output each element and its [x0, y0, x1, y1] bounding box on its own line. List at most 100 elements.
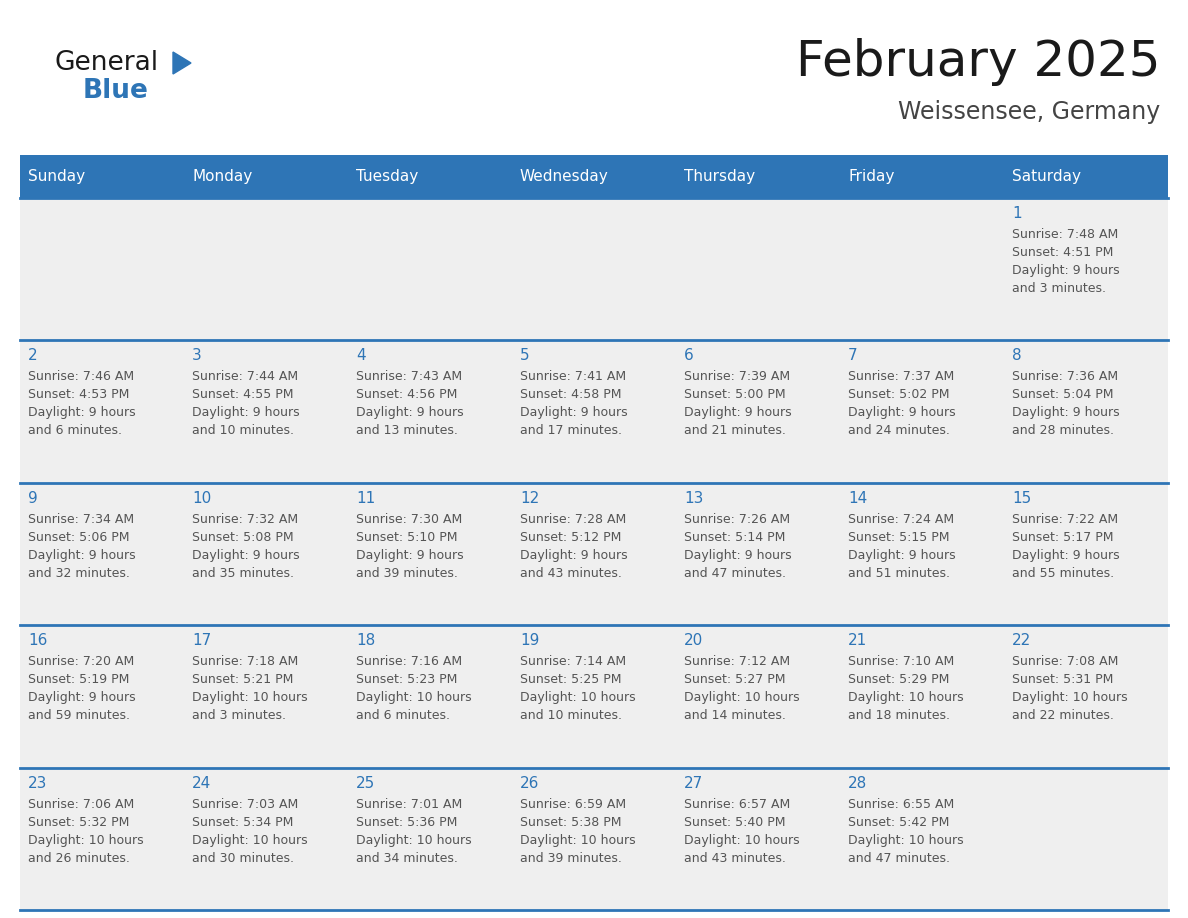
Text: Sunrise: 7:39 AM: Sunrise: 7:39 AM	[684, 370, 790, 384]
Text: 28: 28	[848, 776, 867, 790]
Text: Daylight: 10 hours: Daylight: 10 hours	[520, 691, 636, 704]
Text: 18: 18	[356, 633, 375, 648]
Text: 19: 19	[520, 633, 539, 648]
Text: and 13 minutes.: and 13 minutes.	[356, 424, 457, 437]
Text: Daylight: 9 hours: Daylight: 9 hours	[520, 549, 627, 562]
Text: Sunrise: 7:28 AM: Sunrise: 7:28 AM	[520, 513, 626, 526]
Text: 21: 21	[848, 633, 867, 648]
Text: Sunset: 5:27 PM: Sunset: 5:27 PM	[684, 673, 785, 686]
Text: Sunset: 5:04 PM: Sunset: 5:04 PM	[1012, 388, 1113, 401]
Text: 24: 24	[192, 776, 211, 790]
Text: Daylight: 10 hours: Daylight: 10 hours	[192, 691, 308, 704]
Text: Sunset: 5:21 PM: Sunset: 5:21 PM	[192, 673, 293, 686]
Text: Sunset: 5:12 PM: Sunset: 5:12 PM	[520, 531, 621, 543]
Text: and 3 minutes.: and 3 minutes.	[1012, 282, 1106, 295]
Text: Sunset: 5:00 PM: Sunset: 5:00 PM	[684, 388, 785, 401]
Text: Sunset: 5:40 PM: Sunset: 5:40 PM	[684, 815, 785, 829]
Text: Sunset: 5:08 PM: Sunset: 5:08 PM	[192, 531, 293, 543]
Text: and 30 minutes.: and 30 minutes.	[192, 852, 293, 865]
Text: and 51 minutes.: and 51 minutes.	[848, 566, 950, 580]
Text: and 24 minutes.: and 24 minutes.	[848, 424, 950, 437]
Text: and 43 minutes.: and 43 minutes.	[684, 852, 786, 865]
Text: 16: 16	[29, 633, 48, 648]
Text: Daylight: 10 hours: Daylight: 10 hours	[848, 834, 963, 846]
Bar	[20, 155, 1168, 198]
Text: Sunrise: 7:06 AM: Sunrise: 7:06 AM	[29, 798, 134, 811]
Bar	[20, 625, 1168, 767]
Text: and 10 minutes.: and 10 minutes.	[520, 710, 623, 722]
Text: Daylight: 10 hours: Daylight: 10 hours	[356, 834, 472, 846]
Text: Sunset: 5:14 PM: Sunset: 5:14 PM	[684, 531, 785, 543]
Text: General: General	[55, 50, 159, 76]
Bar	[20, 198, 1168, 341]
Text: Daylight: 10 hours: Daylight: 10 hours	[684, 691, 800, 704]
Text: and 6 minutes.: and 6 minutes.	[356, 710, 450, 722]
Text: 13: 13	[684, 491, 703, 506]
Text: Sunset: 5:34 PM: Sunset: 5:34 PM	[192, 815, 293, 829]
Text: Sunset: 5:02 PM: Sunset: 5:02 PM	[848, 388, 949, 401]
Text: Sunrise: 7:41 AM: Sunrise: 7:41 AM	[520, 370, 626, 384]
Bar	[20, 341, 1168, 483]
Text: Daylight: 9 hours: Daylight: 9 hours	[356, 549, 463, 562]
Text: 26: 26	[520, 776, 539, 790]
Text: 20: 20	[684, 633, 703, 648]
Text: Sunrise: 7:22 AM: Sunrise: 7:22 AM	[1012, 513, 1118, 526]
Text: Daylight: 9 hours: Daylight: 9 hours	[29, 691, 135, 704]
Text: 6: 6	[684, 349, 694, 364]
Text: 14: 14	[848, 491, 867, 506]
Text: Sunrise: 7:37 AM: Sunrise: 7:37 AM	[848, 370, 954, 384]
Text: and 18 minutes.: and 18 minutes.	[848, 710, 950, 722]
Text: Daylight: 10 hours: Daylight: 10 hours	[520, 834, 636, 846]
Text: Tuesday: Tuesday	[356, 169, 418, 184]
Bar	[20, 483, 1168, 625]
Text: 8: 8	[1012, 349, 1022, 364]
Text: and 22 minutes.: and 22 minutes.	[1012, 710, 1114, 722]
Text: Daylight: 9 hours: Daylight: 9 hours	[29, 407, 135, 420]
Text: Daylight: 9 hours: Daylight: 9 hours	[848, 549, 955, 562]
Text: 5: 5	[520, 349, 530, 364]
Text: 10: 10	[192, 491, 211, 506]
Text: 22: 22	[1012, 633, 1031, 648]
Text: and 39 minutes.: and 39 minutes.	[520, 852, 621, 865]
Text: Daylight: 10 hours: Daylight: 10 hours	[684, 834, 800, 846]
Text: February 2025: February 2025	[796, 38, 1159, 86]
Text: Sunset: 5:23 PM: Sunset: 5:23 PM	[356, 673, 457, 686]
Text: and 47 minutes.: and 47 minutes.	[848, 852, 950, 865]
Text: and 34 minutes.: and 34 minutes.	[356, 852, 457, 865]
Text: Sunset: 5:38 PM: Sunset: 5:38 PM	[520, 815, 621, 829]
Text: and 6 minutes.: and 6 minutes.	[29, 424, 122, 437]
Text: 4: 4	[356, 349, 366, 364]
Text: Daylight: 9 hours: Daylight: 9 hours	[1012, 407, 1119, 420]
Text: Sunset: 5:42 PM: Sunset: 5:42 PM	[848, 815, 949, 829]
Text: Sunset: 5:31 PM: Sunset: 5:31 PM	[1012, 673, 1113, 686]
Text: Sunset: 5:10 PM: Sunset: 5:10 PM	[356, 531, 457, 543]
Text: 9: 9	[29, 491, 38, 506]
Text: and 3 minutes.: and 3 minutes.	[192, 710, 286, 722]
Text: 7: 7	[848, 349, 858, 364]
Text: Sunset: 4:51 PM: Sunset: 4:51 PM	[1012, 246, 1113, 259]
Text: Sunrise: 6:55 AM: Sunrise: 6:55 AM	[848, 798, 954, 811]
Text: and 35 minutes.: and 35 minutes.	[192, 566, 293, 580]
Text: Sunrise: 7:03 AM: Sunrise: 7:03 AM	[192, 798, 298, 811]
Text: Sunrise: 7:08 AM: Sunrise: 7:08 AM	[1012, 655, 1118, 668]
Text: Daylight: 9 hours: Daylight: 9 hours	[192, 407, 299, 420]
Text: Sunset: 5:15 PM: Sunset: 5:15 PM	[848, 531, 949, 543]
Text: Sunset: 5:36 PM: Sunset: 5:36 PM	[356, 815, 457, 829]
Text: Daylight: 9 hours: Daylight: 9 hours	[1012, 264, 1119, 277]
Text: Sunset: 5:19 PM: Sunset: 5:19 PM	[29, 673, 129, 686]
Text: Sunset: 4:53 PM: Sunset: 4:53 PM	[29, 388, 129, 401]
Text: Sunrise: 7:44 AM: Sunrise: 7:44 AM	[192, 370, 298, 384]
Text: Daylight: 9 hours: Daylight: 9 hours	[29, 549, 135, 562]
Text: and 21 minutes.: and 21 minutes.	[684, 424, 786, 437]
Text: Sunrise: 7:26 AM: Sunrise: 7:26 AM	[684, 513, 790, 526]
Text: 12: 12	[520, 491, 539, 506]
Text: Sunrise: 7:20 AM: Sunrise: 7:20 AM	[29, 655, 134, 668]
Text: Daylight: 9 hours: Daylight: 9 hours	[848, 407, 955, 420]
Polygon shape	[173, 52, 191, 74]
Text: and 14 minutes.: and 14 minutes.	[684, 710, 786, 722]
Text: Sunrise: 7:16 AM: Sunrise: 7:16 AM	[356, 655, 462, 668]
Text: Friday: Friday	[848, 169, 895, 184]
Text: Sunrise: 7:34 AM: Sunrise: 7:34 AM	[29, 513, 134, 526]
Text: 3: 3	[192, 349, 202, 364]
Text: and 39 minutes.: and 39 minutes.	[356, 566, 457, 580]
